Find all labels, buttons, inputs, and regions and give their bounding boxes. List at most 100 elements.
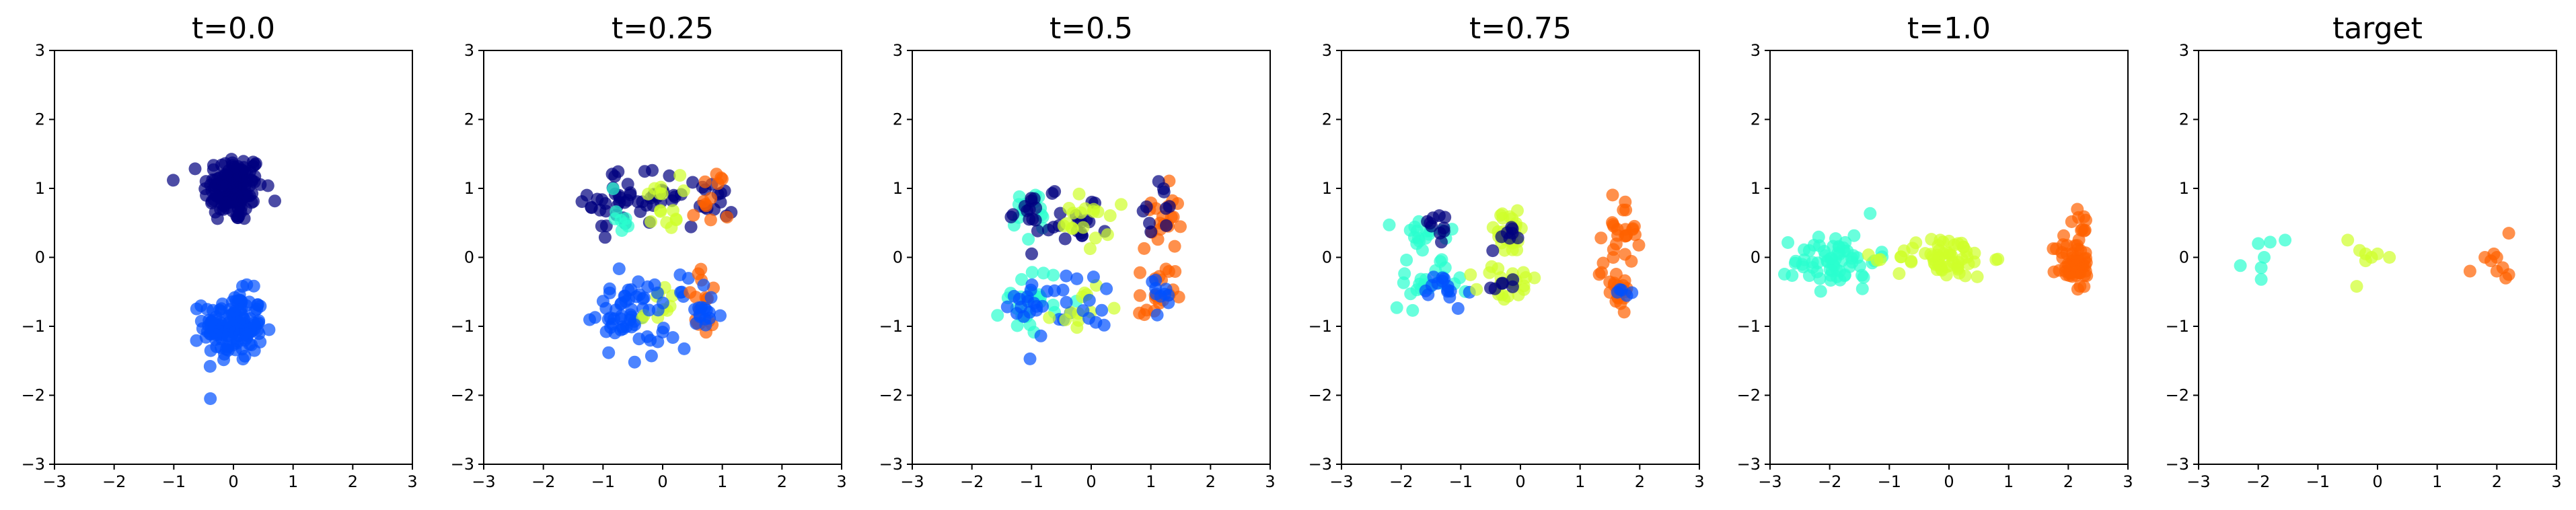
data-point: [710, 168, 723, 181]
data-point: [1015, 272, 1028, 286]
data-point: [1144, 225, 1158, 239]
data-point: [1855, 268, 1869, 282]
data-point: [1095, 303, 1109, 317]
data-point: [2502, 227, 2515, 240]
data-point: [213, 303, 226, 317]
data-point: [1485, 260, 1498, 273]
data-point: [687, 209, 700, 222]
data-point: [1400, 254, 1413, 266]
x-tick-label: −1: [162, 472, 186, 491]
x-tick-label: 0: [1944, 472, 1954, 491]
data-point: [231, 163, 245, 177]
data-point: [1814, 285, 1827, 298]
data-point: [698, 175, 712, 188]
data-point: [686, 176, 700, 189]
y-tick-label: −2: [2166, 386, 2189, 405]
x-tick-label: −1: [1449, 472, 1473, 491]
axes-frame: [912, 50, 1271, 465]
points-group: [991, 174, 1187, 365]
data-point: [583, 313, 596, 326]
data-point: [702, 305, 716, 319]
data-point: [1441, 283, 1455, 297]
panel-title: t=0.5: [1050, 11, 1133, 46]
data-point: [1511, 231, 1524, 245]
data-point: [1066, 207, 1080, 220]
data-point: [2371, 247, 2384, 260]
data-point: [211, 212, 224, 225]
data-point: [1813, 272, 1827, 285]
x-tick-label: 2: [777, 472, 787, 491]
data-point: [2254, 261, 2268, 275]
data-point: [654, 204, 667, 217]
data-point: [628, 355, 641, 369]
panel-title: t=0.75: [1469, 11, 1572, 46]
data-point: [1089, 231, 1102, 245]
data-point: [1100, 282, 1113, 295]
data-point: [239, 323, 252, 336]
axes-frame: [54, 50, 413, 465]
data-point: [697, 279, 710, 292]
scatter-panel-2: t=0.5 −3−3 −2 −2 −1 −1 0 0 1 1 2 2 3 3: [879, 11, 1276, 491]
data-point: [631, 195, 645, 209]
data-point: [1006, 208, 1020, 221]
data-point: [2065, 215, 2078, 228]
data-point: [1864, 207, 1877, 220]
y-tick-label: 2: [1751, 110, 1761, 129]
data-point: [1031, 224, 1044, 238]
data-point: [651, 286, 664, 299]
data-point: [1076, 304, 1090, 318]
data-point: [1157, 185, 1171, 198]
data-point: [1606, 216, 1619, 229]
data-point: [636, 292, 649, 305]
data-point: [1629, 228, 1642, 242]
data-point: [1592, 268, 1606, 281]
data-point: [1778, 268, 1791, 281]
x-tick-label: −2: [960, 472, 984, 491]
y-tick-label: 2: [893, 110, 903, 129]
points-group: [575, 163, 738, 369]
y-tick-label: 0: [1751, 248, 1761, 267]
x-tick-label: 2: [1206, 472, 1216, 491]
data-point: [1413, 234, 1426, 248]
panel-title: t=1.0: [1907, 11, 1991, 46]
data-point: [1397, 276, 1410, 289]
data-point: [638, 165, 651, 178]
data-point: [2359, 247, 2372, 260]
data-point: [1632, 238, 1646, 252]
y-tick-label: −3: [2166, 455, 2189, 474]
x-tick-label: −1: [1020, 472, 1043, 491]
y-tick-label: −1: [22, 317, 45, 336]
data-point: [673, 169, 687, 182]
data-point: [1029, 201, 1043, 215]
x-tick-label: −1: [2306, 472, 2330, 491]
data-point: [682, 272, 695, 285]
data-point: [2263, 235, 2277, 249]
y-tick-label: −2: [451, 386, 474, 405]
data-point: [1830, 270, 1843, 283]
y-tick-label: −1: [2166, 317, 2189, 336]
y-tick-label: 0: [893, 248, 903, 267]
data-point: [1070, 272, 1084, 285]
data-point: [268, 194, 281, 208]
data-point: [1870, 254, 1884, 267]
data-point: [1115, 198, 1128, 211]
data-point: [1025, 266, 1039, 279]
points-group: [1383, 188, 1646, 319]
data-point: [1960, 250, 1974, 264]
data-point: [1134, 266, 1146, 279]
data-point: [1991, 252, 2005, 266]
data-point: [711, 177, 725, 190]
x-tick-label: 0: [657, 472, 667, 491]
data-point: [254, 335, 267, 349]
data-point: [1596, 256, 1610, 270]
data-point: [1798, 253, 1811, 266]
y-tick-label: 3: [464, 41, 474, 60]
y-tick-label: −3: [22, 455, 45, 474]
data-point: [1167, 211, 1180, 223]
data-point: [1943, 248, 1956, 262]
data-point: [1500, 226, 1514, 240]
data-point: [2341, 233, 2355, 247]
data-point: [602, 346, 616, 359]
data-point: [1435, 253, 1448, 266]
